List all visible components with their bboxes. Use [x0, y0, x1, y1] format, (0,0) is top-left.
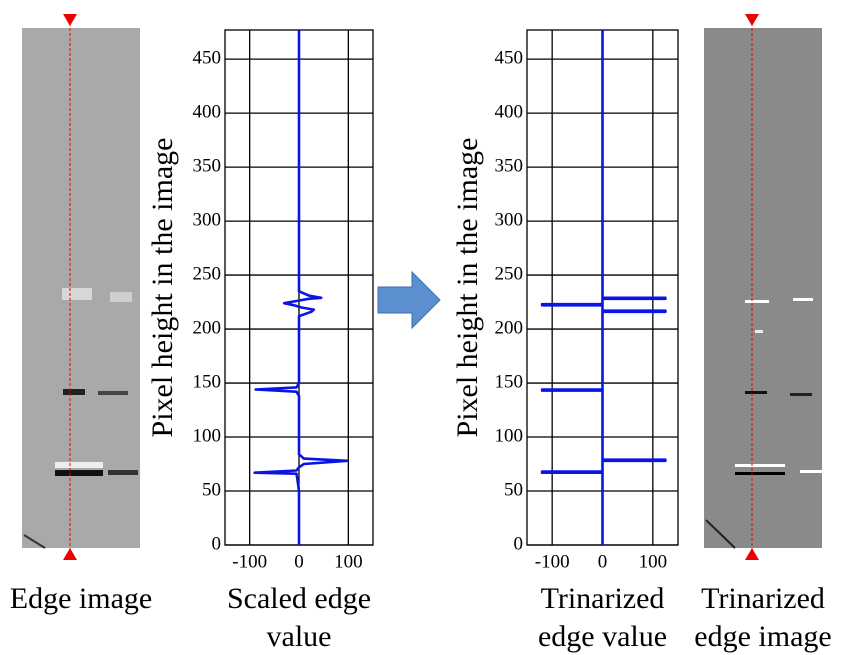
x-axis-label: edge value	[538, 620, 667, 653]
y-tick-label: 150	[495, 371, 524, 392]
x-axis-label: value	[267, 620, 332, 653]
y-axis-label: Pixel height in the image	[451, 138, 484, 438]
x-tick-label: 0	[294, 551, 304, 572]
y-tick-label: 350	[193, 155, 222, 176]
image-caption: Edge image	[10, 582, 152, 615]
profile-line	[540, 30, 667, 545]
y-tick-label: 350	[495, 155, 524, 176]
y-axis-label: Pixel height in the image	[146, 138, 179, 438]
y-tick-label: 200	[495, 317, 524, 338]
y-tick-label: 450	[495, 48, 524, 69]
y-tick-label: 400	[193, 101, 222, 122]
y-tick-label: 0	[514, 533, 524, 554]
x-tick-label: -100	[535, 551, 570, 572]
y-tick-label: 150	[193, 371, 222, 392]
y-tick-label: 50	[202, 479, 221, 500]
image-caption: edge image	[694, 620, 831, 653]
y-tick-label: 250	[193, 263, 222, 284]
x-tick-label: -100	[232, 551, 267, 572]
y-tick-label: 400	[495, 101, 524, 122]
x-tick-label: 0	[598, 551, 608, 572]
x-tick-label: 100	[334, 551, 363, 572]
y-tick-label: 450	[193, 48, 222, 69]
edge-image	[22, 14, 140, 560]
y-tick-label: 50	[504, 479, 523, 500]
y-tick-label: 300	[495, 209, 524, 230]
y-tick-label: 0	[212, 533, 222, 554]
y-tick-label: 100	[495, 425, 524, 446]
image-caption: Trinarized	[701, 582, 825, 615]
y-tick-label: 300	[193, 209, 222, 230]
profile-line	[253, 30, 349, 545]
y-tick-label: 200	[193, 317, 222, 338]
arrow	[377, 270, 441, 330]
x-axis-label: Scaled edge	[227, 582, 371, 615]
x-axis-label: Trinarized	[541, 582, 665, 615]
x-tick-label: 100	[639, 551, 668, 572]
y-tick-label: 100	[193, 425, 222, 446]
y-tick-label: 250	[495, 263, 524, 284]
trinarized-image	[704, 14, 822, 560]
